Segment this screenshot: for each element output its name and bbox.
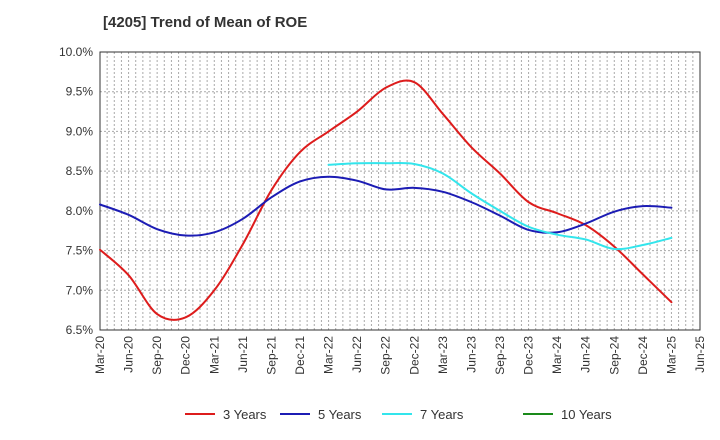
x-tick-label: Mar-22 — [322, 336, 336, 374]
x-tick-label: Dec-22 — [407, 336, 421, 375]
y-tick-label: 6.5% — [66, 323, 94, 337]
x-tick-label: Mar-20 — [93, 336, 107, 374]
x-tick-label: Sep-24 — [607, 336, 621, 375]
x-tick-label: Sep-22 — [379, 336, 393, 375]
legend-label-7-years: 7 Years — [420, 407, 464, 422]
series-line-5-years — [99, 175, 673, 237]
x-tick-label: Jun-24 — [579, 336, 593, 373]
x-tick-label: Mar-24 — [550, 336, 564, 374]
x-tick-label: Sep-20 — [150, 336, 164, 375]
legend: 3 Years 5 Years 7 Years 10 Years — [185, 407, 612, 422]
x-axis-ticks: Mar-20 Jun-20 Sep-20 Dec-20 Mar-21 Jun-21 Sep-… — [93, 336, 707, 375]
x-tick-label: Dec-24 — [636, 336, 650, 375]
legend-label-10-years: 10 Years — [561, 407, 612, 422]
chart-title: [4205] Trend of Mean of ROE — [103, 14, 307, 31]
y-tick-label: 7.5% — [66, 244, 94, 258]
x-tick-label: Sep-23 — [493, 336, 507, 375]
x-tick-label: Sep-21 — [264, 336, 278, 375]
y-tick-label: 10.0% — [59, 45, 93, 59]
y-tick-label: 7.0% — [66, 283, 94, 297]
y-tick-label: 8.5% — [66, 164, 94, 178]
x-tick-label: Jun-22 — [350, 336, 364, 373]
x-tick-label: Dec-23 — [522, 336, 536, 375]
x-tick-label: Mar-23 — [436, 336, 450, 374]
legend-label-3-years: 3 Years — [223, 407, 267, 422]
x-tick-label: Dec-21 — [293, 336, 307, 375]
y-tick-label: 9.0% — [66, 124, 94, 138]
plot-border — [99, 51, 701, 331]
y-axis-ticks: 6.5% 7.0% 7.5% 8.0% 8.5% 9.0% 9.5% 10.0% — [59, 45, 93, 337]
y-tick-label: 8.0% — [66, 204, 94, 218]
x-tick-label: Mar-25 — [664, 336, 678, 374]
series-lines — [99, 79, 673, 321]
series-line-7-years — [327, 161, 673, 251]
x-tick-label: Jun-23 — [464, 336, 478, 373]
x-tick-label: Jun-25 — [693, 336, 707, 373]
grid-lines — [99, 51, 701, 331]
x-tick-label: Jun-20 — [122, 336, 136, 373]
y-tick-label: 9.5% — [66, 85, 94, 99]
series-line-3-years — [99, 79, 673, 321]
x-tick-label: Mar-21 — [207, 336, 221, 374]
x-tick-label: Jun-21 — [236, 336, 250, 373]
legend-label-5-years: 5 Years — [318, 407, 362, 422]
x-tick-label: Dec-20 — [179, 336, 193, 375]
